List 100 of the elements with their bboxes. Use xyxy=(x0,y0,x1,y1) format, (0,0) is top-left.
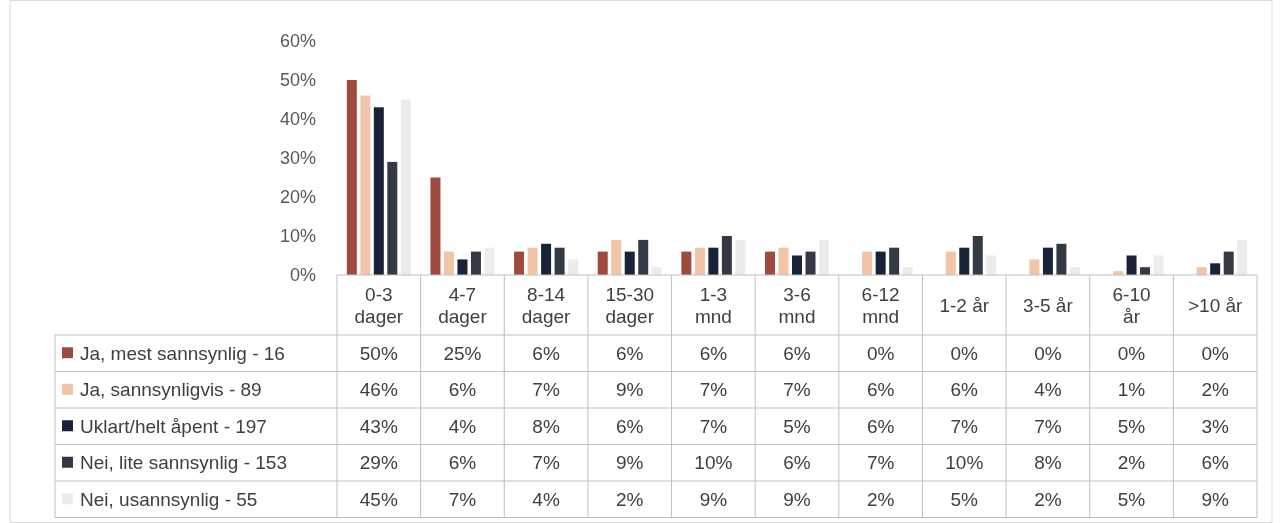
bar xyxy=(611,239,622,275)
bar xyxy=(430,177,441,275)
data-label: 6% xyxy=(1201,452,1230,474)
data-label: 1% xyxy=(1117,379,1146,401)
data-label: 9% xyxy=(699,488,728,510)
bar xyxy=(1126,255,1137,275)
x-tick-label: 6-10 år xyxy=(1112,283,1151,327)
data-label: 9% xyxy=(1201,488,1230,510)
data-label: 2% xyxy=(615,488,644,510)
x-tick-label: 1-3 mnd xyxy=(694,283,732,327)
data-label: 0% xyxy=(866,342,895,364)
bar xyxy=(681,251,692,275)
bar xyxy=(1069,267,1080,275)
data-label: 6% xyxy=(615,342,644,364)
bar xyxy=(624,251,635,275)
data-label: 2% xyxy=(866,488,895,510)
data-label: 6% xyxy=(783,342,811,364)
x-tick-label: 0-3 dager xyxy=(354,283,404,327)
bar xyxy=(443,251,454,275)
data-label: 6% xyxy=(448,379,477,401)
bar xyxy=(694,247,705,275)
data-label: 43% xyxy=(359,415,398,437)
bar xyxy=(1056,243,1067,275)
data-label: 5% xyxy=(950,488,979,510)
bar xyxy=(972,236,983,275)
data-label: 7% xyxy=(950,415,979,437)
data-label: 6% xyxy=(950,379,979,401)
y-tick-label: 0% xyxy=(289,265,316,286)
bar xyxy=(945,251,956,275)
x-tick-label: 3-5 år xyxy=(1023,294,1074,316)
bar xyxy=(346,80,357,275)
legend-label: Nei, lite sannsynlig - 153 xyxy=(80,452,287,474)
bar xyxy=(651,267,662,275)
bar xyxy=(902,267,913,275)
data-label: 9% xyxy=(615,452,644,474)
bar xyxy=(1223,251,1234,275)
y-tick-label: 40% xyxy=(279,109,316,130)
data-label: 7% xyxy=(699,415,728,437)
data-label: 2% xyxy=(1034,488,1062,510)
data-label: 5% xyxy=(1117,488,1146,510)
bar xyxy=(1153,255,1164,275)
data-label: 7% xyxy=(1034,415,1062,437)
bar xyxy=(1042,247,1053,275)
data-label: 2% xyxy=(1201,379,1230,401)
data-label: 2% xyxy=(1117,452,1146,474)
y-tick-label: 20% xyxy=(279,187,316,208)
x-tick-label: >10 år xyxy=(1187,294,1244,316)
data-label: 4% xyxy=(532,488,560,510)
data-label: 6% xyxy=(866,415,895,437)
data-label: 9% xyxy=(615,379,644,401)
data-label: 3% xyxy=(1201,415,1230,437)
bar xyxy=(387,161,398,275)
bar xyxy=(514,251,525,275)
data-label: 9% xyxy=(783,488,811,510)
legend-label: Uklart/helt åpent - 197 xyxy=(80,415,267,437)
data-label: 4% xyxy=(448,415,477,437)
data-label: 4% xyxy=(1034,379,1062,401)
bar xyxy=(527,247,538,275)
data-label: 6% xyxy=(699,342,728,364)
x-tick-label: 3-6 mnd xyxy=(778,283,816,327)
bar xyxy=(792,255,802,275)
bar xyxy=(470,251,481,275)
bar xyxy=(1237,239,1248,275)
bar xyxy=(1140,267,1151,275)
y-tick-label: 10% xyxy=(279,226,316,247)
bar xyxy=(819,239,829,275)
bar xyxy=(597,251,608,275)
bar xyxy=(400,99,411,275)
data-label: 10% xyxy=(694,452,733,474)
x-tick-label: 1-2 år xyxy=(939,294,990,316)
bar xyxy=(778,247,789,275)
bar xyxy=(735,239,746,275)
bar xyxy=(484,247,495,275)
y-tick-label: 30% xyxy=(279,148,316,169)
bar xyxy=(638,239,649,275)
data-label: 46% xyxy=(359,379,398,401)
data-label: 6% xyxy=(783,452,811,474)
data-label: 10% xyxy=(945,452,984,474)
bar xyxy=(721,236,732,275)
bar xyxy=(805,251,816,275)
data-label: 0% xyxy=(1034,342,1062,364)
bar xyxy=(373,107,384,275)
data-label: 7% xyxy=(783,379,811,401)
bar xyxy=(1210,263,1221,275)
data-label: 7% xyxy=(448,488,477,510)
data-label: 6% xyxy=(615,415,644,437)
data-label: 6% xyxy=(532,342,560,364)
data-label: 0% xyxy=(1201,342,1230,364)
bar xyxy=(1196,267,1207,275)
bar xyxy=(862,251,873,275)
bar xyxy=(541,243,552,275)
bar xyxy=(959,247,970,275)
bar xyxy=(875,251,886,275)
x-tick-label: 8-14 dager xyxy=(521,283,572,327)
x-tick-label: 6-12 mnd xyxy=(861,283,900,327)
data-label: 6% xyxy=(866,379,895,401)
y-tick-label: 50% xyxy=(279,70,316,91)
data-label: 8% xyxy=(1034,452,1062,474)
legend-label: Ja, mest sannsynlig - 16 xyxy=(80,342,285,364)
data-label: 7% xyxy=(699,379,728,401)
